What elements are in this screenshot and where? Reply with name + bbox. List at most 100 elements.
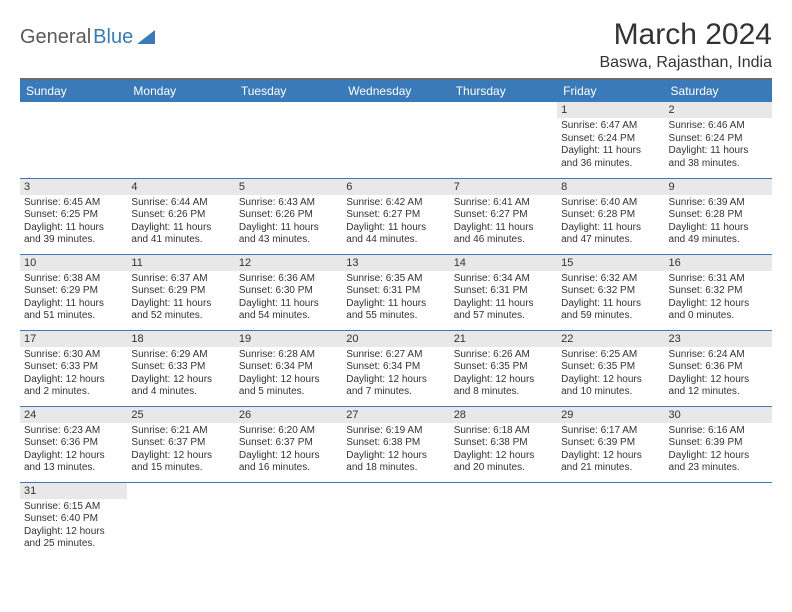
calendar-cell: 3Sunrise: 6:45 AMSunset: 6:25 PMDaylight… <box>20 178 127 254</box>
day-line: and 0 minutes. <box>669 310 768 323</box>
day-header: Friday <box>557 79 664 102</box>
day-line: Daylight: 11 hours <box>239 222 338 235</box>
calendar-cell <box>665 482 772 558</box>
day-line: and 7 minutes. <box>346 386 445 399</box>
day-line: Daylight: 12 hours <box>454 450 553 463</box>
day-line: Sunrise: 6:32 AM <box>561 273 660 286</box>
day-line: Daylight: 12 hours <box>24 374 123 387</box>
day-line: Daylight: 12 hours <box>24 526 123 539</box>
calendar-cell: 12Sunrise: 6:36 AMSunset: 6:30 PMDayligh… <box>235 254 342 330</box>
title-block: March 2024 Baswa, Rajasthan, India <box>599 18 772 72</box>
day-line: Sunrise: 6:34 AM <box>454 273 553 286</box>
calendar-week: 31Sunrise: 6:15 AMSunset: 6:40 PMDayligh… <box>20 482 772 558</box>
day-line: and 55 minutes. <box>346 310 445 323</box>
day-header: Monday <box>127 79 234 102</box>
day-line: Sunrise: 6:15 AM <box>24 501 123 514</box>
calendar-cell: 18Sunrise: 6:29 AMSunset: 6:33 PMDayligh… <box>127 330 234 406</box>
day-line: Daylight: 11 hours <box>454 298 553 311</box>
day-header: Saturday <box>665 79 772 102</box>
day-line: and 20 minutes. <box>454 462 553 475</box>
day-data: Sunrise: 6:34 AMSunset: 6:31 PMDaylight:… <box>450 271 557 327</box>
day-number: 29 <box>557 407 664 423</box>
day-line: Sunrise: 6:46 AM <box>669 120 768 133</box>
calendar-cell: 21Sunrise: 6:26 AMSunset: 6:35 PMDayligh… <box>450 330 557 406</box>
day-line: Sunset: 6:30 PM <box>239 285 338 298</box>
day-line: Daylight: 12 hours <box>454 374 553 387</box>
day-data: Sunrise: 6:29 AMSunset: 6:33 PMDaylight:… <box>127 347 234 403</box>
day-line: and 39 minutes. <box>24 234 123 247</box>
day-number: 21 <box>450 331 557 347</box>
day-line: Sunset: 6:27 PM <box>346 209 445 222</box>
day-line: Sunset: 6:29 PM <box>131 285 230 298</box>
day-line: Sunrise: 6:37 AM <box>131 273 230 286</box>
day-line: Sunset: 6:28 PM <box>561 209 660 222</box>
day-line: and 41 minutes. <box>131 234 230 247</box>
calendar-cell: 9Sunrise: 6:39 AMSunset: 6:28 PMDaylight… <box>665 178 772 254</box>
day-number: 28 <box>450 407 557 423</box>
day-number: 30 <box>665 407 772 423</box>
day-number: 10 <box>20 255 127 271</box>
calendar-week: 3Sunrise: 6:45 AMSunset: 6:25 PMDaylight… <box>20 178 772 254</box>
day-line: and 18 minutes. <box>346 462 445 475</box>
day-line: Daylight: 11 hours <box>454 222 553 235</box>
day-number: 16 <box>665 255 772 271</box>
day-data: Sunrise: 6:16 AMSunset: 6:39 PMDaylight:… <box>665 423 772 479</box>
day-number: 22 <box>557 331 664 347</box>
day-line: Daylight: 11 hours <box>669 222 768 235</box>
day-line: Daylight: 11 hours <box>561 222 660 235</box>
day-line: Sunrise: 6:39 AM <box>669 197 768 210</box>
brand-part2: Blue <box>93 26 133 49</box>
month-title: March 2024 <box>599 18 772 52</box>
day-number: 25 <box>127 407 234 423</box>
calendar-cell <box>450 482 557 558</box>
day-line: Daylight: 11 hours <box>131 298 230 311</box>
day-data: Sunrise: 6:44 AMSunset: 6:26 PMDaylight:… <box>127 195 234 251</box>
day-number: 6 <box>342 179 449 195</box>
day-data: Sunrise: 6:32 AMSunset: 6:32 PMDaylight:… <box>557 271 664 327</box>
day-line: Daylight: 12 hours <box>669 298 768 311</box>
day-line: Sunset: 6:35 PM <box>561 361 660 374</box>
day-line: Sunset: 6:34 PM <box>239 361 338 374</box>
day-line: Daylight: 11 hours <box>561 145 660 158</box>
day-line: and 38 minutes. <box>669 158 768 171</box>
day-line: and 5 minutes. <box>239 386 338 399</box>
day-line: Daylight: 11 hours <box>346 222 445 235</box>
calendar-week: 10Sunrise: 6:38 AMSunset: 6:29 PMDayligh… <box>20 254 772 330</box>
day-line: and 15 minutes. <box>131 462 230 475</box>
day-data: Sunrise: 6:43 AMSunset: 6:26 PMDaylight:… <box>235 195 342 251</box>
day-header: Sunday <box>20 79 127 102</box>
day-number: 1 <box>557 102 664 118</box>
calendar-cell: 26Sunrise: 6:20 AMSunset: 6:37 PMDayligh… <box>235 406 342 482</box>
calendar-cell: 6Sunrise: 6:42 AMSunset: 6:27 PMDaylight… <box>342 178 449 254</box>
calendar-cell <box>235 482 342 558</box>
day-line: Sunset: 6:28 PM <box>669 209 768 222</box>
day-line: Sunset: 6:38 PM <box>346 437 445 450</box>
day-line: Sunset: 6:32 PM <box>561 285 660 298</box>
day-line: and 43 minutes. <box>239 234 338 247</box>
day-line: and 36 minutes. <box>561 158 660 171</box>
day-line: Daylight: 11 hours <box>669 145 768 158</box>
day-data: Sunrise: 6:42 AMSunset: 6:27 PMDaylight:… <box>342 195 449 251</box>
day-line: Sunrise: 6:30 AM <box>24 349 123 362</box>
calendar-cell: 11Sunrise: 6:37 AMSunset: 6:29 PMDayligh… <box>127 254 234 330</box>
day-data: Sunrise: 6:24 AMSunset: 6:36 PMDaylight:… <box>665 347 772 403</box>
day-line: Sunrise: 6:21 AM <box>131 425 230 438</box>
day-data: Sunrise: 6:15 AMSunset: 6:40 PMDaylight:… <box>20 499 127 555</box>
calendar-cell: 23Sunrise: 6:24 AMSunset: 6:36 PMDayligh… <box>665 330 772 406</box>
day-line: Sunrise: 6:23 AM <box>24 425 123 438</box>
calendar-cell: 22Sunrise: 6:25 AMSunset: 6:35 PMDayligh… <box>557 330 664 406</box>
day-data: Sunrise: 6:30 AMSunset: 6:33 PMDaylight:… <box>20 347 127 403</box>
sail-icon <box>137 30 159 46</box>
day-line: Sunset: 6:24 PM <box>561 133 660 146</box>
calendar-cell: 15Sunrise: 6:32 AMSunset: 6:32 PMDayligh… <box>557 254 664 330</box>
day-line: Sunset: 6:27 PM <box>454 209 553 222</box>
calendar-cell: 16Sunrise: 6:31 AMSunset: 6:32 PMDayligh… <box>665 254 772 330</box>
day-data: Sunrise: 6:23 AMSunset: 6:36 PMDaylight:… <box>20 423 127 479</box>
calendar-cell: 7Sunrise: 6:41 AMSunset: 6:27 PMDaylight… <box>450 178 557 254</box>
day-line: Daylight: 12 hours <box>346 374 445 387</box>
day-data: Sunrise: 6:46 AMSunset: 6:24 PMDaylight:… <box>665 118 772 174</box>
calendar-cell: 13Sunrise: 6:35 AMSunset: 6:31 PMDayligh… <box>342 254 449 330</box>
calendar-cell: 19Sunrise: 6:28 AMSunset: 6:34 PMDayligh… <box>235 330 342 406</box>
day-number: 3 <box>20 179 127 195</box>
day-line: and 10 minutes. <box>561 386 660 399</box>
